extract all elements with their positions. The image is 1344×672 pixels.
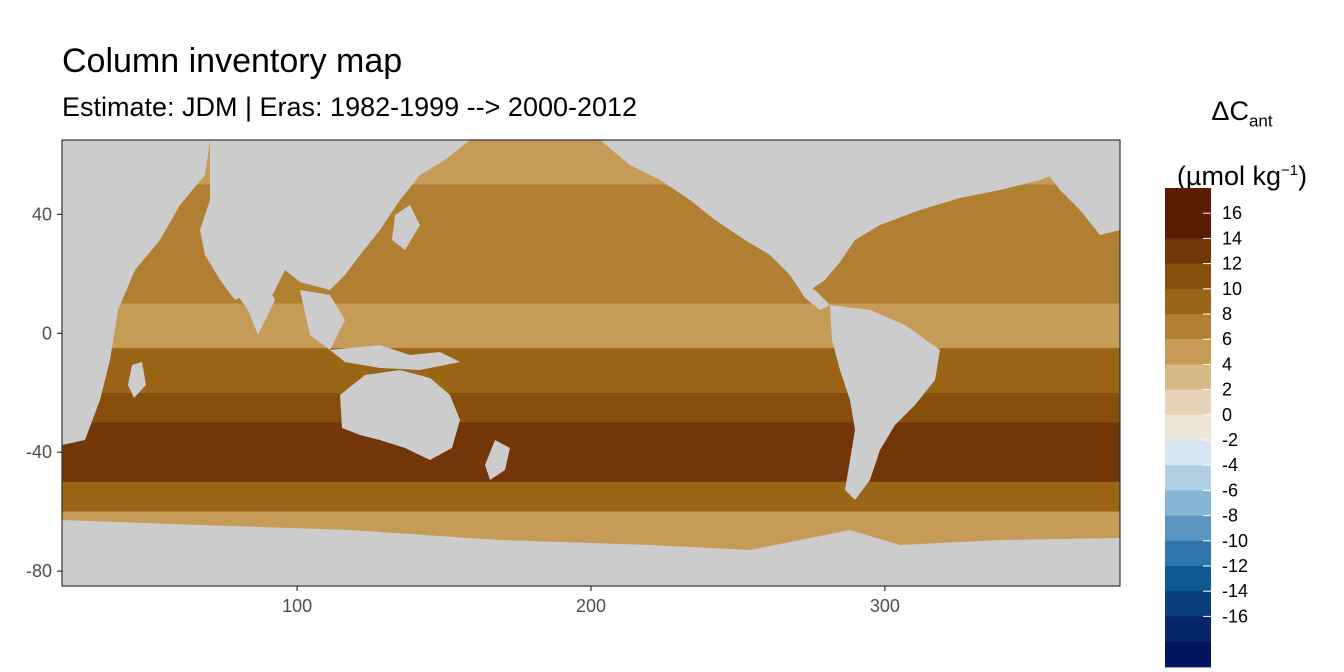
legend-swatch bbox=[1165, 414, 1211, 441]
legend-label: -6 bbox=[1222, 480, 1238, 500]
chart-title: Column inventory map bbox=[62, 42, 403, 80]
land-central-america bbox=[790, 275, 830, 310]
legend-unit-prefix: (µmol kg bbox=[1176, 161, 1281, 192]
legend-swatch bbox=[1165, 616, 1211, 643]
land-africa bbox=[62, 140, 210, 445]
y-tick-label: -40 bbox=[26, 442, 52, 462]
y-tick-label: -80 bbox=[26, 561, 52, 581]
land-eurasia bbox=[200, 140, 470, 300]
x-tick-label: 300 bbox=[870, 596, 900, 616]
legend-label: -14 bbox=[1222, 581, 1248, 601]
legend-swatch bbox=[1165, 540, 1211, 567]
legend-label: -8 bbox=[1222, 506, 1238, 526]
legend-swatch bbox=[1165, 188, 1211, 214]
legend-swatch bbox=[1165, 515, 1211, 542]
legend-swatch bbox=[1165, 566, 1211, 592]
legend-unit-sup: −1 bbox=[1280, 162, 1299, 180]
land-europe bbox=[1040, 140, 1120, 235]
land-indonesia bbox=[330, 345, 460, 370]
land-se-asia bbox=[300, 290, 345, 350]
chart-subtitle: Estimate: JDM | Eras: 1982-1999 --> 2000… bbox=[62, 92, 638, 122]
legend-label: 8 bbox=[1222, 304, 1232, 324]
legend-label: 2 bbox=[1222, 380, 1232, 400]
legend-swatch bbox=[1165, 213, 1211, 239]
legend-swatch bbox=[1165, 389, 1211, 416]
legend-label: 4 bbox=[1222, 354, 1232, 374]
zonal-band-6 bbox=[62, 422, 1120, 482]
legend-label: -12 bbox=[1222, 556, 1248, 576]
legend-swatch bbox=[1165, 263, 1211, 290]
legend-title-variable: ΔCant bbox=[1160, 86, 1324, 146]
legend-label: 6 bbox=[1222, 329, 1232, 349]
legend-label: 0 bbox=[1222, 405, 1232, 425]
legend-swatch bbox=[1165, 440, 1211, 466]
y-tick-label: 0 bbox=[42, 323, 52, 343]
legend-swatch bbox=[1165, 591, 1211, 617]
land-australia bbox=[340, 370, 460, 460]
legend-label: 12 bbox=[1222, 254, 1242, 274]
legend-swatch bbox=[1165, 364, 1211, 391]
legend-label: 16 bbox=[1222, 203, 1242, 223]
legend-label: 10 bbox=[1222, 279, 1242, 299]
y-tick-label: 40 bbox=[32, 204, 52, 224]
zonal-band-5 bbox=[62, 392, 1120, 423]
legend-label: 14 bbox=[1222, 228, 1242, 248]
land-madagascar bbox=[128, 362, 146, 398]
zonal-band-4 bbox=[62, 348, 1120, 393]
legend-unit-suffix: ) bbox=[1298, 161, 1308, 192]
legend-title-unit: (µmol kg−1) bbox=[1160, 146, 1324, 201]
legend-label: -2 bbox=[1222, 430, 1238, 450]
zonal-band-7 bbox=[62, 481, 1120, 512]
x-tick-label: 200 bbox=[576, 596, 606, 616]
legend-swatch bbox=[1165, 238, 1211, 265]
land-greenland bbox=[880, 140, 1030, 195]
legend-symbol: ΔC bbox=[1211, 96, 1249, 126]
legend-swatch bbox=[1165, 314, 1211, 340]
land-antarctica bbox=[62, 520, 1120, 586]
legend-label: -16 bbox=[1222, 606, 1248, 626]
land-india bbox=[230, 282, 275, 335]
legend-swatch bbox=[1165, 641, 1211, 668]
legend-subscript: ant bbox=[1248, 111, 1273, 131]
land-japan bbox=[392, 205, 420, 250]
zonal-band-3 bbox=[62, 303, 1120, 349]
legend-swatch bbox=[1165, 490, 1211, 517]
legend-swatch bbox=[1165, 288, 1211, 315]
legend-swatch bbox=[1165, 339, 1211, 365]
land-south-america bbox=[830, 305, 940, 500]
x-tick-label: 100 bbox=[282, 596, 312, 616]
legend-label: -4 bbox=[1222, 455, 1238, 475]
legend-label: -10 bbox=[1222, 531, 1248, 551]
land-new-zealand bbox=[485, 440, 510, 480]
legend-colorbar: 16 14 12 10 8 6 4 2 0 -2 -4 -6 -8 -10 -12 -14 -16 bbox=[1165, 188, 1248, 668]
land-layer bbox=[62, 140, 1120, 586]
legend-title: ΔCant (µmol kg−1) bbox=[1160, 86, 1324, 201]
legend-swatch bbox=[1165, 465, 1211, 491]
